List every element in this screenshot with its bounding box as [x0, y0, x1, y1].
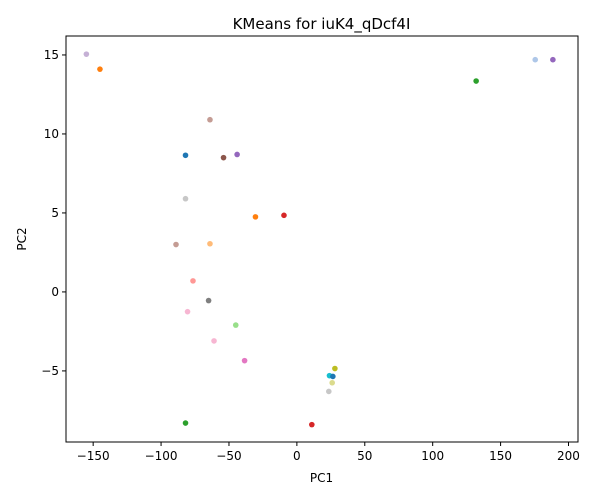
- x-axis-label: PC1: [310, 471, 333, 485]
- data-point: [309, 421, 315, 428]
- plot-frame: [65, 35, 579, 443]
- chart-title: KMeans for iuK4_qDcf4I: [233, 15, 411, 34]
- x-tick-label: 150: [489, 449, 512, 463]
- y-tick-label: 5: [51, 206, 59, 220]
- x-tick-label: 0: [293, 449, 301, 463]
- x-tick-label: 100: [421, 449, 444, 463]
- y-axis: −5 0 5 10 15: [41, 48, 66, 378]
- data-point: [550, 56, 556, 63]
- data-point: [207, 116, 213, 123]
- x-tick-label: −150: [77, 449, 110, 463]
- data-point: [252, 214, 259, 220]
- x-axis: −150 −100 −50 0 50 100 150 200: [77, 442, 580, 463]
- data-point: [325, 388, 332, 395]
- data-point: [330, 373, 336, 380]
- data-point: [241, 357, 248, 364]
- data-point: [207, 240, 213, 247]
- plot-area: [65, 35, 579, 443]
- data-point: [232, 322, 239, 328]
- x-tick-label: −100: [145, 449, 178, 463]
- y-tick-label: 10: [44, 127, 59, 141]
- data-point: [190, 278, 196, 284]
- data-point: [329, 379, 335, 386]
- data-point: [182, 152, 189, 159]
- data-point: [173, 241, 179, 248]
- points-layer: [83, 51, 556, 428]
- data-point: [220, 154, 227, 161]
- data-point: [234, 151, 240, 158]
- y-tick-label: 15: [44, 48, 59, 62]
- data-point: [281, 212, 287, 219]
- y-tick-label: 0: [51, 285, 59, 299]
- data-point: [532, 56, 539, 63]
- data-point: [332, 365, 338, 372]
- data-point: [182, 195, 189, 202]
- y-axis-label: PC2: [15, 227, 29, 250]
- data-point: [211, 338, 217, 344]
- x-tick-label: −50: [216, 449, 241, 463]
- x-tick-label: 200: [557, 449, 580, 463]
- data-point: [97, 66, 103, 72]
- data-point: [182, 420, 189, 426]
- x-tick-label: 50: [357, 449, 372, 463]
- y-tick-label: −5: [41, 364, 59, 378]
- data-point: [83, 51, 90, 57]
- data-point: [473, 78, 479, 84]
- data-point: [205, 297, 212, 304]
- data-point: [184, 308, 191, 315]
